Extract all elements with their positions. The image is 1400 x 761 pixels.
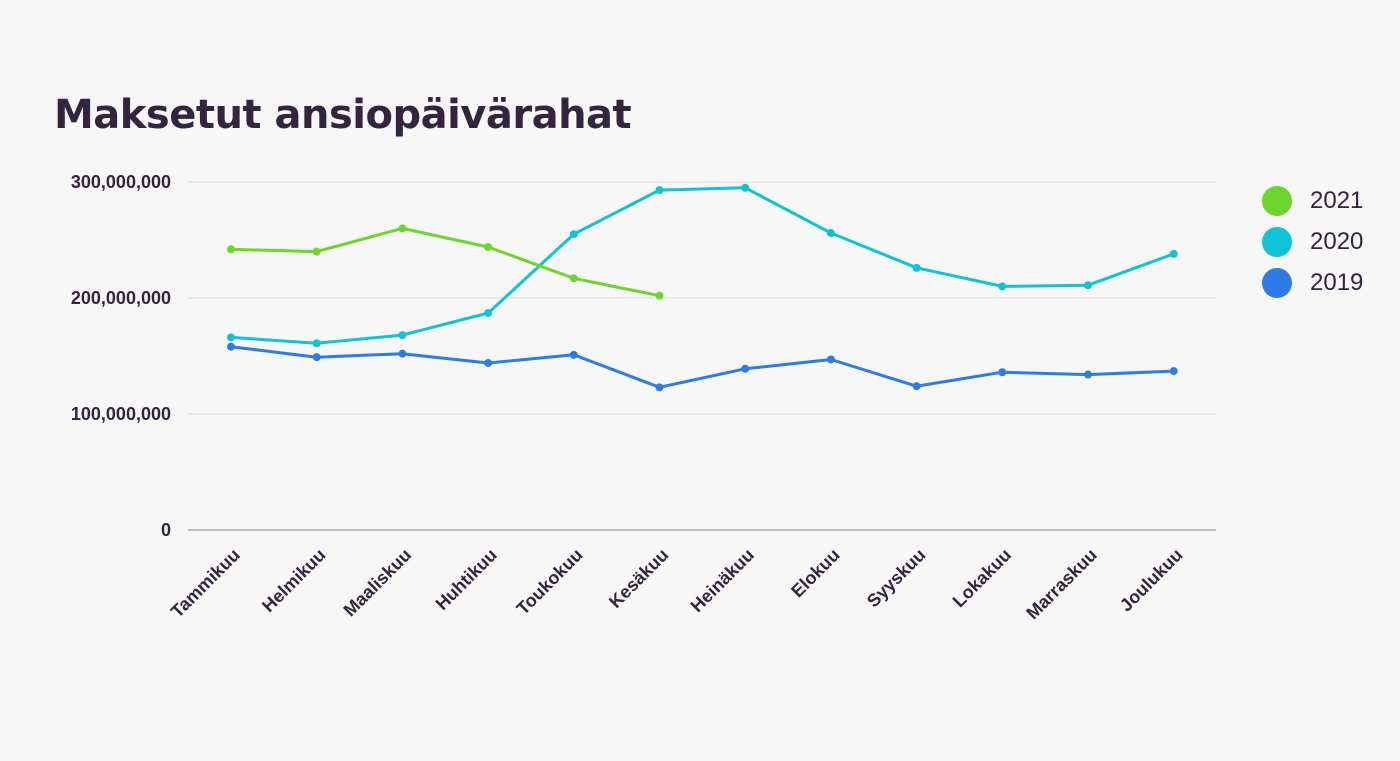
legend: 2021 2020 2019 (1262, 180, 1382, 303)
data-point-2021 (569, 274, 578, 283)
legend-swatch (1262, 267, 1292, 298)
series-line-2021 (229, 226, 661, 298)
data-point-2019 (826, 355, 835, 364)
data-point-2020 (655, 186, 664, 195)
series-line-2019 (229, 345, 1176, 389)
series-line-2020 (229, 186, 1176, 345)
x-tick-label: Helmikuu (258, 545, 329, 616)
x-tick-label: Huhtikuu (432, 545, 501, 614)
legend-item-2021[interactable]: 2021 (1262, 180, 1382, 221)
legend-label: 2020 (1310, 227, 1364, 255)
data-point-2020 (484, 309, 493, 318)
data-point-2020 (398, 331, 407, 340)
data-point-2019 (312, 353, 321, 362)
data-point-2019 (741, 364, 750, 373)
data-point-2020 (569, 230, 578, 239)
x-tick-label: Toukokuu (513, 545, 587, 619)
legend-swatch (1262, 185, 1292, 216)
data-point-2020 (1084, 281, 1092, 290)
legend-label: 2019 (1310, 268, 1364, 296)
data-point-2021 (655, 291, 664, 300)
legend-item-2020[interactable]: 2020 (1262, 221, 1382, 262)
data-point-2020 (998, 282, 1007, 291)
y-tick-label: 100,000,000 (71, 404, 171, 424)
data-point-2019 (655, 383, 664, 392)
y-tick-label: 0 (161, 520, 171, 540)
x-tick-label: Heinäkuu (687, 545, 758, 616)
data-point-2019 (398, 349, 407, 358)
data-point-2021 (398, 224, 407, 233)
x-tick-label: Kesäkuu (605, 545, 672, 612)
legend-label: 2021 (1310, 186, 1364, 214)
x-tick-label: Syyskuu (863, 545, 930, 612)
data-point-2020 (912, 263, 921, 272)
data-point-2020 (312, 339, 321, 348)
x-tick-label: Maaliskuu (340, 545, 416, 621)
data-point-2019 (227, 342, 235, 351)
legend-item-2019[interactable]: 2019 (1262, 262, 1382, 303)
chart-title: Maksetut ansiopäivärahat (54, 92, 632, 138)
data-point-2019 (484, 358, 493, 367)
data-point-2019 (912, 382, 921, 391)
data-point-2019 (998, 368, 1007, 377)
data-point-2021 (227, 245, 235, 254)
legend-swatch (1262, 226, 1292, 257)
data-point-2020 (741, 183, 750, 192)
data-point-2021 (312, 247, 321, 256)
data-point-2019 (1169, 367, 1178, 376)
data-point-2021 (484, 242, 493, 251)
x-tick-label: Marraskuu (1022, 545, 1101, 624)
data-point-2019 (1084, 370, 1092, 379)
x-tick-label: Joulukuu (1116, 545, 1187, 616)
data-point-2019 (569, 350, 578, 359)
y-tick-label: 300,000,000 (71, 172, 171, 192)
data-point-2020 (227, 333, 235, 342)
x-tick-label: Elokuu (787, 545, 844, 602)
y-tick-label: 200,000,000 (71, 288, 171, 308)
x-tick-label: Tammikuu (167, 545, 244, 622)
data-point-2020 (1169, 249, 1178, 258)
x-tick-label: Lokakuu (949, 545, 1015, 611)
data-point-2020 (826, 229, 835, 238)
